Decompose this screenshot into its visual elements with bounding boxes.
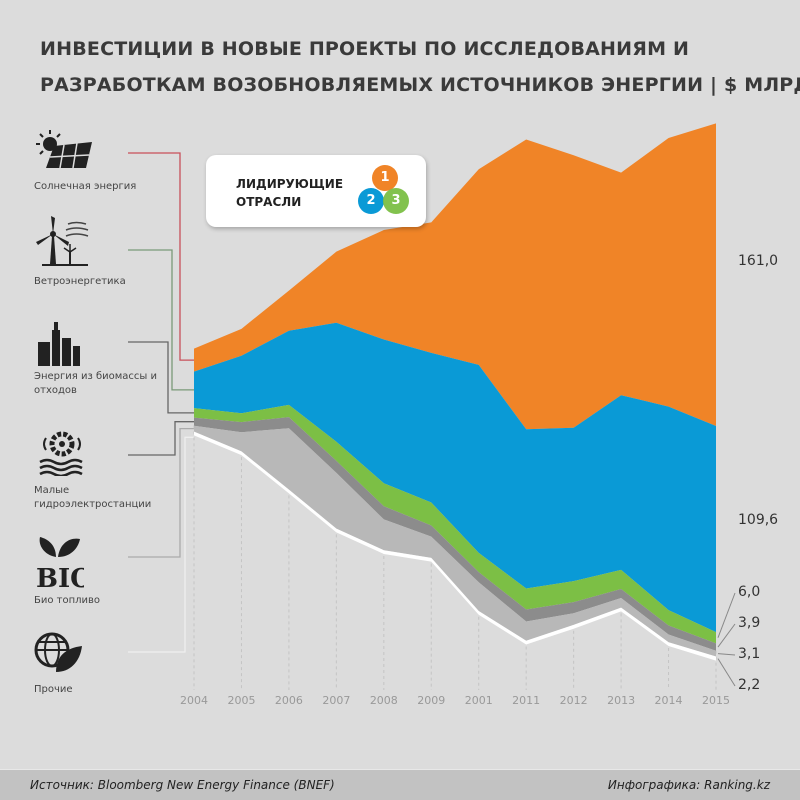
streamgraph-chart (128, 123, 736, 690)
category-label-biofuel: Био топливо (34, 595, 101, 606)
area-solar (194, 123, 716, 430)
bio-leaf-icon: BIO (36, 537, 84, 589)
badge-1-solar: 1 (372, 165, 398, 191)
wind-turbine-icon (36, 216, 89, 266)
end-value-label: 6,0 (738, 584, 761, 600)
leader-line (128, 341, 194, 414)
hydro-wheel-icon (39, 431, 83, 476)
area-small-hydro (194, 417, 716, 651)
badge-3-biomass: 3 (383, 188, 409, 214)
end-label-leader (717, 658, 736, 687)
end-value-label: 161,0 (738, 253, 779, 269)
x-tick-label: 2006 (274, 694, 303, 707)
x-tick-label: 2007 (322, 694, 351, 707)
footer-bar: Источник: Bloomberg New Energy Finance (… (0, 769, 800, 800)
x-tick-label: 2015 (702, 694, 730, 707)
x-tick-label: 2014 (654, 694, 683, 707)
leading-sectors-box: ЛИДИРУЮЩИЕ ОТРАСЛИ 1 2 3 (206, 155, 426, 227)
x-tick-label: 2011 (512, 694, 541, 707)
leader-line (128, 428, 194, 558)
category-label-biomass: Энергия из биомассы и отходов (34, 371, 157, 396)
x-tick-label: 2012 (559, 694, 588, 707)
chart-title-line-2: РАЗРАБОТКАМ ВОЗОБНОВЛЯЕМЫХ ИСТОЧНИКОВ ЭН… (40, 74, 800, 96)
globe-leaf-icon (34, 632, 82, 672)
x-tick-label: 2008 (369, 694, 398, 707)
x-tick-label: 2004 (180, 694, 208, 707)
area-biofuel (194, 425, 716, 657)
credit-note: Инфографика: Ranking.kz (607, 778, 770, 792)
category-label-small-hydro: Малые гидроэлектростанции (34, 485, 152, 510)
chart-title-line-1: ИНВЕСТИЦИИ В НОВЫЕ ПРОЕКТЫ ПО ИССЛЕДОВАН… (40, 38, 690, 60)
leader-line (128, 249, 194, 391)
leader-line (128, 152, 194, 361)
end-value-label: 109,6 (738, 512, 779, 528)
x-tick-label: 2013 (607, 694, 636, 707)
legend-line-2: ОТРАСЛИ (236, 195, 302, 209)
legend-line-1: ЛИДИРУЮЩИЕ (236, 177, 344, 191)
category-label-wind: Ветроэнергетика (34, 276, 126, 287)
end-value-label: 3,9 (738, 615, 761, 631)
x-tick-label: 2001 (464, 694, 493, 707)
badge-2-wind: 2 (358, 188, 384, 214)
end-label-leader (717, 623, 736, 648)
solar-panel-icon (36, 130, 92, 169)
svg-text:BIO: BIO (36, 564, 84, 589)
category-label-others: Прочие (34, 684, 73, 695)
area-biomass (194, 404, 716, 644)
end-value-label: 2,2 (738, 677, 761, 693)
end-label-leader (717, 592, 736, 638)
category-label-solar: Солнечная энергия (34, 181, 137, 192)
area-wind (194, 322, 716, 633)
leader-line (128, 421, 194, 456)
x-tick-label: 2005 (227, 694, 256, 707)
end-value-label: 3,1 (738, 646, 761, 662)
end-label-leader (717, 653, 736, 656)
source-note: Источник: Bloomberg New Energy Finance (… (30, 778, 335, 792)
x-tick-label: 2009 (417, 694, 446, 707)
factory-icon (38, 322, 80, 366)
leader-line (128, 436, 194, 653)
